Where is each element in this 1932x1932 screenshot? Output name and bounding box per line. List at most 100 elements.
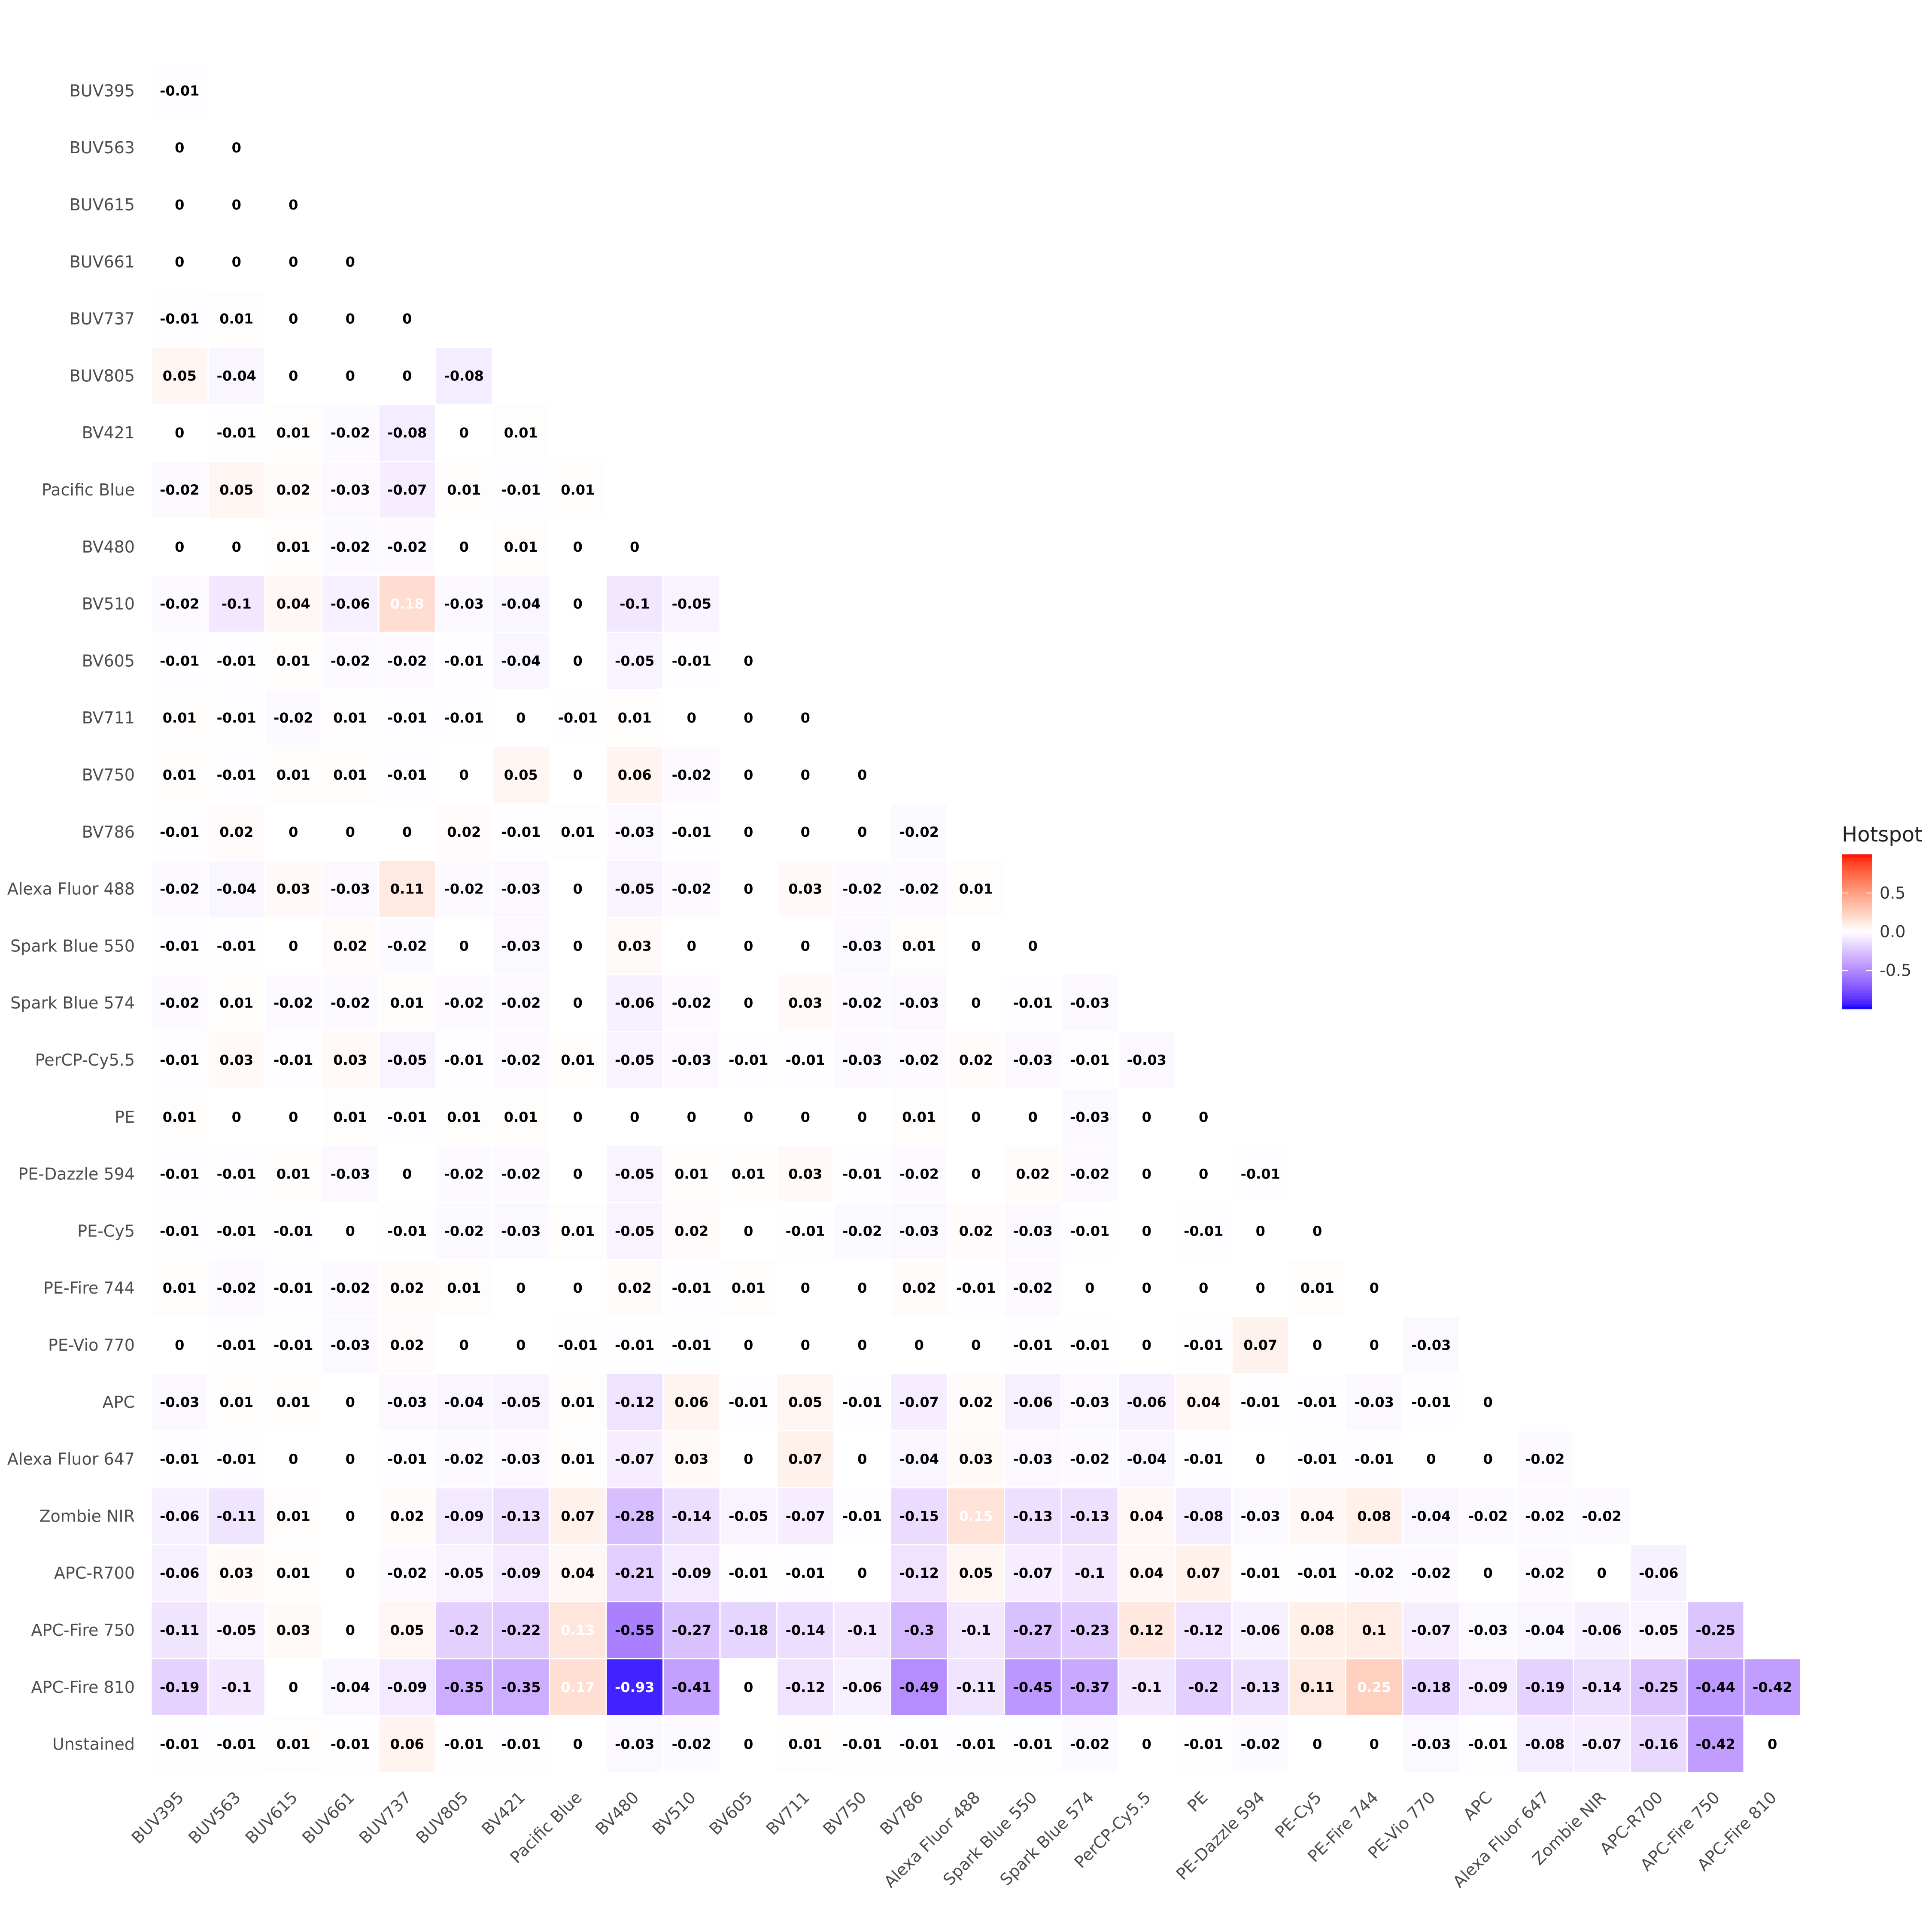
- heatmap-cell: [209, 462, 264, 518]
- column-label: Alexa Fluor 488: [880, 1788, 984, 1891]
- heatmap-cell: [834, 1716, 890, 1772]
- heatmap-cell: [664, 747, 720, 803]
- heatmap-cell: [834, 1317, 890, 1373]
- heatmap-cell: [948, 975, 1004, 1031]
- cell-value-label: -0.02: [842, 1223, 882, 1239]
- heatmap-cell: [1119, 1545, 1175, 1601]
- heatmap-cell: [265, 975, 321, 1031]
- cell-value-label: 0: [289, 311, 298, 327]
- heatmap-cell: [948, 1659, 1004, 1715]
- cell-value-label: -0.1: [961, 1622, 991, 1638]
- heatmap-cell: [1289, 1659, 1345, 1715]
- legend-color-step: [1842, 934, 1872, 937]
- cell-value-label: -0.06: [331, 596, 370, 612]
- cell-value-label: -0.05: [615, 653, 654, 669]
- heatmap-cell: [891, 1260, 947, 1316]
- row-label: BUV395: [70, 81, 135, 100]
- cell-value-label: 0.07: [788, 1451, 822, 1467]
- cell-value-label: -0.02: [444, 881, 484, 897]
- heatmap-cell: [550, 1488, 606, 1544]
- cell-value-label: -0.03: [1411, 1337, 1451, 1353]
- cell-value-label: -0.1: [620, 596, 650, 612]
- heatmap-cell: [607, 1089, 662, 1145]
- heatmap-cell: [379, 918, 435, 974]
- cell-value-label: -0.01: [387, 1451, 427, 1467]
- legend-color-step: [1842, 857, 1872, 860]
- row-label: BV421: [82, 423, 135, 442]
- cell-value-label: -0.01: [1070, 1223, 1109, 1239]
- heatmap-cell: [550, 519, 606, 575]
- cell-value-label: 0.02: [276, 482, 310, 498]
- heatmap-cell: [1403, 1659, 1459, 1715]
- heatmap-cell: [891, 1317, 947, 1373]
- heatmap-cell: [664, 1203, 720, 1259]
- heatmap-cell: [493, 405, 549, 461]
- cell-value-label: 0.01: [447, 1109, 481, 1125]
- legend-color-step: [1842, 896, 1872, 899]
- cell-value-label: 0: [857, 1451, 867, 1467]
- row-label: Spark Blue 550: [10, 936, 135, 955]
- heatmap-cell: [493, 690, 549, 746]
- row-label: BV786: [82, 823, 135, 841]
- cell-value-label: -0.01: [160, 1223, 199, 1239]
- cell-value-label: -0.04: [217, 368, 256, 384]
- legend-color-step: [1842, 963, 1872, 966]
- heatmap-cell: [550, 1260, 606, 1316]
- heatmap-cell: [891, 1374, 947, 1430]
- heatmap-cell: [1005, 1089, 1061, 1145]
- legend-color-step: [1842, 865, 1872, 868]
- row-label: BV750: [82, 766, 135, 784]
- heatmap-cell: [436, 576, 492, 632]
- cell-value-label: -0.03: [331, 482, 370, 498]
- cell-value-label: -0.03: [1070, 1109, 1109, 1125]
- cell-value-label: -0.01: [273, 1337, 313, 1353]
- cell-value-label: 0.03: [959, 1451, 993, 1467]
- heatmap-cell: [152, 1146, 207, 1202]
- heatmap-cell: [379, 1374, 435, 1430]
- cell-value-label: -0.02: [1582, 1508, 1622, 1524]
- cell-value-label: 0: [1028, 1109, 1038, 1125]
- heatmap-cell: [891, 804, 947, 860]
- cell-value-label: -0.02: [444, 1451, 484, 1467]
- heatmap-cell: [265, 861, 321, 917]
- heatmap-cell: [1289, 1260, 1345, 1316]
- cell-value-label: -0.02: [501, 1166, 541, 1182]
- heatmap-cell: [778, 1716, 833, 1772]
- heatmap-cell: [607, 747, 662, 803]
- heatmap-cell: [607, 519, 662, 575]
- cell-value-label: 0: [857, 824, 867, 840]
- cell-value-label: 0.01: [163, 1109, 197, 1125]
- cell-value-label: 0: [1312, 1337, 1322, 1353]
- heatmap-cell: [550, 1089, 606, 1145]
- heatmap-cell: [322, 1032, 378, 1088]
- column-label: BV510: [649, 1788, 699, 1838]
- cell-value-label: 0.01: [447, 482, 481, 498]
- cell-value-label: 0: [801, 824, 810, 840]
- cell-value-label: -0.13: [501, 1508, 541, 1524]
- cell-value-label: -0.01: [217, 1166, 256, 1182]
- cell-value-label: 0: [516, 710, 526, 726]
- legend-color-step: [1842, 978, 1872, 981]
- heatmap-cell: [720, 1374, 776, 1430]
- cell-value-label: 0: [346, 1451, 355, 1467]
- cell-value-label: -0.12: [899, 1565, 939, 1581]
- legend-color-step: [1842, 911, 1872, 914]
- cell-value-label: -0.09: [672, 1565, 711, 1581]
- cell-value-label: -0.01: [558, 710, 598, 726]
- cell-value-label: -0.08: [1184, 1508, 1223, 1524]
- legend-color-step: [1842, 991, 1872, 994]
- heatmap-cell: [1176, 1488, 1231, 1544]
- heatmap-cell: [322, 348, 378, 404]
- heatmap-cell: [493, 1545, 549, 1601]
- cell-value-label: 0.12: [1130, 1622, 1163, 1638]
- heatmap-cell: [664, 1431, 720, 1487]
- cell-value-label: -0.03: [1013, 1223, 1053, 1239]
- row-label: BUV661: [70, 252, 135, 271]
- cell-value-label: 0.03: [674, 1451, 708, 1467]
- cell-value-label: -0.06: [842, 1679, 882, 1695]
- cell-value-label: -0.01: [1241, 1394, 1280, 1410]
- cell-value-label: -0.06: [1013, 1394, 1053, 1410]
- cell-value-label: -0.02: [672, 1736, 711, 1753]
- cell-value-label: 0: [1483, 1451, 1493, 1467]
- cell-value-label: 0: [573, 1166, 583, 1182]
